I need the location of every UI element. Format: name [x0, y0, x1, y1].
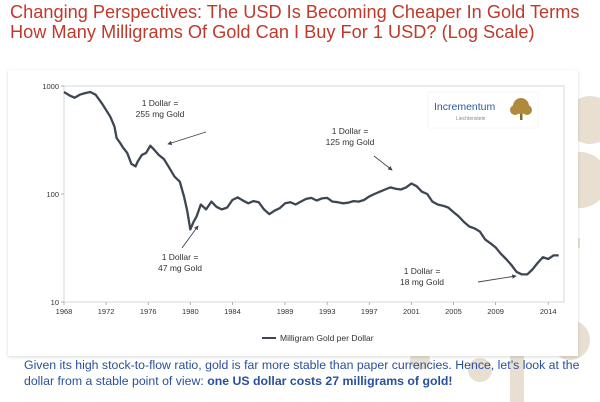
- annotation-value: 255 mg Gold: [136, 109, 185, 119]
- series-line: [63, 90, 559, 276]
- x-tick-label: 1989: [277, 307, 294, 316]
- x-tick-label: 1984: [224, 307, 241, 316]
- caption: Given its high stock-to-flow ratio, gold…: [24, 357, 584, 389]
- x-tick-label: 1993: [319, 307, 336, 316]
- logo-sub: Liechtenstein: [456, 116, 486, 122]
- annotation-value: 125 mg Gold: [326, 137, 375, 147]
- annotation-value: 47 mg Gold: [158, 263, 202, 273]
- x-tick-label: 2009: [487, 307, 504, 316]
- x-tick-label: 2005: [445, 307, 462, 316]
- y-tick-label: 100: [46, 190, 59, 199]
- annotation-arrow: [181, 225, 199, 249]
- annotation-label: 1 Dollar =: [142, 98, 179, 108]
- caption-text: Given its high stock-to-flow ratio, gold…: [24, 358, 580, 388]
- annotation-value: 18 mg Gold: [400, 277, 444, 287]
- x-tick-label: 2014: [540, 307, 557, 316]
- x-tick-label: 2001: [403, 307, 420, 316]
- x-tick-label: 1980: [182, 307, 199, 316]
- y-axis: 1000 100 10: [42, 82, 64, 307]
- page-subtitle: How Many Milligrams Of Gold Can I Buy Fo…: [10, 22, 535, 42]
- x-tick-label: 1997: [361, 307, 378, 316]
- page-title: Changing Perspectives: The USD Is Becomi…: [10, 2, 580, 22]
- annotation-label: 1 Dollar =: [332, 126, 369, 136]
- legend: Milligram Gold per Dollar: [262, 333, 374, 343]
- annotation-arrow: [167, 131, 207, 146]
- legend-label: Milligram Gold per Dollar: [280, 333, 374, 343]
- x-tick-label: 1972: [98, 307, 115, 316]
- incrementum-logo: Incrementum Liechtenstein: [427, 91, 539, 129]
- annotation-arrow: [477, 274, 517, 283]
- oak-tree-icon: [510, 98, 532, 120]
- x-tick-label: 1976: [140, 307, 157, 316]
- x-axis: 1968 1972 1976 1980 1984 1989 1993 1997 2001 2005…: [56, 302, 557, 316]
- annotation-arrow: [373, 155, 393, 171]
- y-tick-label: 10: [51, 298, 59, 307]
- annotation-label: 1 Dollar =: [162, 252, 199, 262]
- x-tick-label: 1968: [56, 307, 73, 316]
- y-tick-label: 1000: [42, 82, 59, 91]
- chart-panel: 1000 100 10 1968 1972 1976 1980 1984 1989 1993 19…: [8, 70, 578, 356]
- annotation-label: 1 Dollar =: [404, 266, 441, 276]
- caption-emphasis: one US dollar costs 27 milligrams of gol…: [207, 374, 453, 388]
- title-block: Changing Perspectives: The USD Is Becomi…: [10, 2, 579, 42]
- logo-name: Incrementum: [434, 101, 496, 113]
